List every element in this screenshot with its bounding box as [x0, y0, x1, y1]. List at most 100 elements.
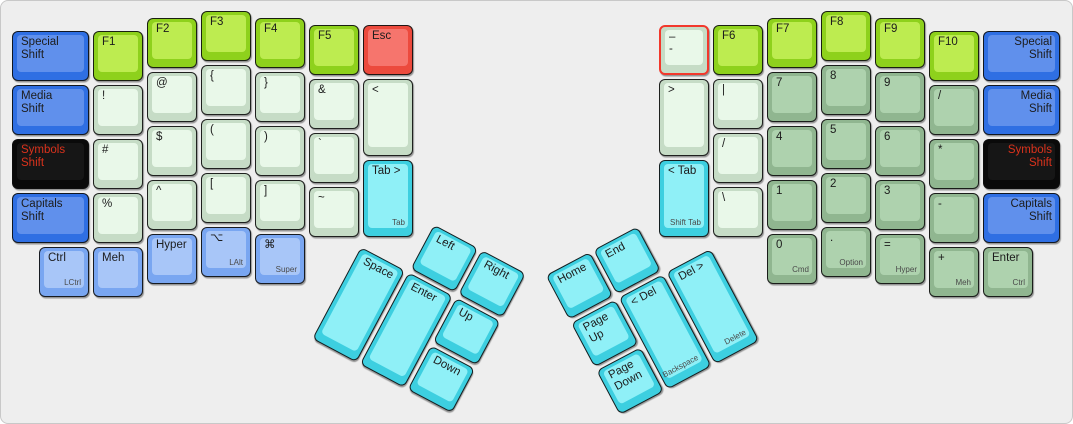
keycap-top: Ctrl LCtrl — [44, 251, 84, 289]
key-left-paren[interactable]: ( — [201, 119, 251, 169]
key-left-brace[interactable]: { — [201, 65, 251, 115]
key-label: Page Down — [606, 358, 645, 393]
keycap-top: Page Down — [602, 353, 656, 405]
key-hyper[interactable]: Hyper — [147, 233, 197, 284]
key-lalt[interactable]: ⌥ LAlt — [201, 227, 251, 277]
key-label: Media Shift — [1020, 90, 1052, 116]
key-backslash[interactable]: \ — [713, 186, 763, 237]
key-label: ⌘ — [264, 238, 276, 251]
key-f6[interactable]: F6 — [713, 24, 763, 75]
key-less-than[interactable]: < — [363, 78, 413, 156]
key-pipe[interactable]: | — [713, 78, 763, 129]
key-special-shift-right[interactable]: Special Shift — [983, 31, 1060, 82]
key-label: Left — [433, 233, 457, 253]
key-enter[interactable]: Enter Ctrl — [983, 247, 1033, 298]
key-label: – - — [669, 30, 676, 56]
key-lctrl[interactable]: Ctrl LCtrl — [39, 247, 89, 298]
key-num-multiply[interactable]: * — [929, 139, 979, 190]
key-num-5[interactable]: 5 — [821, 119, 871, 169]
key-label: ^ — [156, 184, 162, 197]
key-label: = — [884, 238, 891, 251]
key-f2[interactable]: F2 — [147, 17, 197, 68]
key-media-shift-right[interactable]: Media Shift — [983, 85, 1060, 136]
key-f1[interactable]: F1 — [93, 31, 143, 82]
key-at[interactable]: @ — [147, 71, 197, 122]
key-media-shift-left[interactable]: Media Shift — [12, 85, 89, 136]
key-num-minus[interactable]: - — [929, 193, 979, 244]
key-label: { — [210, 70, 214, 82]
keycap-top: F9 — [880, 21, 920, 59]
key-label: < Tab — [668, 164, 697, 177]
key-symbols-shift-right[interactable]: Symbols Shift — [983, 139, 1060, 190]
key-dash[interactable]: – - — [659, 24, 709, 75]
key-label: Special Shift — [21, 36, 59, 62]
key-f4[interactable]: F4 — [255, 17, 305, 68]
key-dollar[interactable]: $ — [147, 125, 197, 176]
key-num-8[interactable]: 8 — [821, 65, 871, 115]
key-label: F3 — [210, 16, 224, 28]
key-f9[interactable]: F9 — [875, 17, 925, 68]
key-sublabel: Shift Tab — [670, 217, 701, 227]
keycap-top: > — [664, 82, 704, 147]
key-caret[interactable]: ^ — [147, 179, 197, 230]
key-capitals-shift-left[interactable]: Capitals Shift — [12, 193, 89, 244]
key-num-2[interactable]: 2 — [821, 173, 871, 223]
keycap-top: F7 — [772, 21, 812, 59]
key-label: Down — [430, 354, 463, 379]
key-tab-back[interactable]: < Tab Shift Tab — [659, 159, 709, 237]
key-label: Capitals Shift — [21, 198, 63, 224]
keycap-top: F3 — [206, 15, 246, 52]
key-slash[interactable]: / — [713, 132, 763, 183]
key-num-0[interactable]: 0 Cmd — [767, 233, 817, 284]
keycap-top: + Meh — [934, 251, 974, 289]
key-symbols-shift-left[interactable]: Symbols Shift — [12, 139, 89, 190]
keycap-top: F4 — [260, 21, 300, 59]
key-label: F4 — [264, 22, 278, 35]
key-num-dot[interactable]: . Option — [821, 227, 871, 277]
keycap-top: Meh — [98, 251, 138, 289]
key-hash[interactable]: # — [93, 139, 143, 190]
keycap-top: 9 — [880, 75, 920, 113]
key-exclamation[interactable]: ! — [93, 85, 143, 136]
key-left-bracket[interactable]: [ — [201, 173, 251, 223]
key-f8[interactable]: F8 — [821, 11, 871, 61]
key-label: / — [938, 90, 942, 103]
key-right-bracket[interactable]: ] — [255, 179, 305, 230]
key-num-7[interactable]: 7 — [767, 71, 817, 122]
key-f5[interactable]: F5 — [309, 24, 359, 75]
key-greater-than[interactable]: > — [659, 78, 709, 156]
key-label: [ — [210, 178, 214, 190]
key-num-equals[interactable]: = Hyper — [875, 233, 925, 284]
keycap-top: | — [718, 82, 758, 120]
key-right-brace[interactable]: } — [255, 71, 305, 122]
key-ampersand[interactable]: & — [309, 78, 359, 129]
key-num-9[interactable]: 9 — [875, 71, 925, 122]
key-num-divide[interactable]: / — [929, 85, 979, 136]
key-num-3[interactable]: 3 — [875, 179, 925, 230]
key-tilde[interactable]: ~ — [309, 186, 359, 237]
key-f10[interactable]: F10 — [929, 31, 979, 82]
keycap-top: – - — [665, 29, 703, 65]
key-label: ` — [318, 137, 322, 150]
key-backtick[interactable]: ` — [309, 132, 359, 183]
key-label: < — [372, 83, 379, 96]
key-label: Symbols Shift — [21, 144, 66, 170]
key-num-1[interactable]: 1 — [767, 179, 817, 230]
key-num-6[interactable]: 6 — [875, 125, 925, 176]
key-right-paren[interactable]: ) — [255, 125, 305, 176]
key-super[interactable]: ⌘ Super — [255, 233, 305, 284]
key-label: . — [830, 232, 834, 244]
key-num-plus[interactable]: + Meh — [929, 247, 979, 298]
key-meh[interactable]: Meh — [93, 247, 143, 298]
key-num-4[interactable]: 4 — [767, 125, 817, 176]
key-percent[interactable]: % — [93, 193, 143, 244]
key-label: 9 — [884, 76, 891, 89]
key-f7[interactable]: F7 — [767, 17, 817, 68]
key-esc[interactable]: Esc — [363, 24, 413, 75]
key-special-shift-left[interactable]: Special Shift — [12, 31, 89, 82]
key-label: 7 — [776, 76, 783, 89]
key-f3[interactable]: F3 — [201, 11, 251, 61]
key-capitals-shift-right[interactable]: Capitals Shift — [983, 193, 1060, 244]
key-tab-forward[interactable]: Tab > Tab — [363, 159, 413, 237]
